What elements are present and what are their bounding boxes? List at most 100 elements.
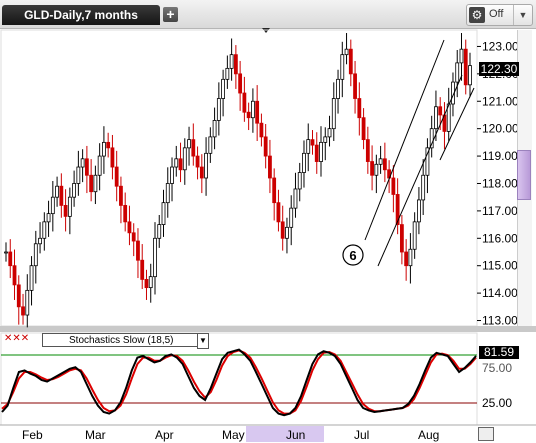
ohlc-bar xyxy=(268,139,272,194)
chart-tools-icon: ⚙ xyxy=(469,7,485,23)
ohlc-bar xyxy=(336,69,340,114)
collapse-arrow-icon[interactable] xyxy=(262,28,270,33)
ohlc-bar xyxy=(272,168,277,221)
channel-middle-line[interactable] xyxy=(377,74,463,267)
last-price-label: 122.30 xyxy=(479,62,519,76)
ohlc-bar xyxy=(302,140,306,188)
price-tick-label: 118.00 xyxy=(482,176,518,190)
ohlc-bar xyxy=(148,263,153,303)
ohlc-bar xyxy=(293,172,298,218)
channel-upper-line[interactable] xyxy=(364,39,445,241)
wave-label-circle[interactable] xyxy=(342,244,364,266)
ohlc-bar xyxy=(59,173,64,218)
stoch-k-line xyxy=(1,348,477,417)
ohlc-bar xyxy=(8,239,13,279)
ohlc-bar xyxy=(195,146,200,180)
price-tick-label: 117.00 xyxy=(482,204,518,218)
ohlc-bar xyxy=(140,244,145,289)
stoch-legend[interactable]: Stochastics Slow (18,5) ▼ ✕✕✕ xyxy=(4,333,209,349)
ohlc-bar xyxy=(276,189,281,232)
ohlc-bar xyxy=(323,127,328,161)
ohlc-bars xyxy=(4,33,472,328)
ohlc-bar xyxy=(16,275,21,325)
ohlc-bar xyxy=(89,159,94,202)
off-label: Off xyxy=(489,8,504,20)
chart-tab[interactable]: GLD-Daily,7 months xyxy=(2,5,160,25)
ohlc-bar xyxy=(425,138,430,194)
ohlc-bar xyxy=(208,127,213,163)
ohlc-bar xyxy=(374,154,379,194)
close-icon[interactable]: ✕✕✕ xyxy=(4,333,30,344)
ohlc-bar xyxy=(161,189,166,237)
ohlc-bar xyxy=(429,115,434,158)
ohlc-bar xyxy=(221,69,226,117)
stoch-tick-75: 75.00 xyxy=(482,361,512,375)
ohlc-bar xyxy=(361,108,366,150)
month-jul: Jul xyxy=(354,428,370,442)
ohlc-bar xyxy=(250,88,255,133)
month-jun: Jun xyxy=(286,428,306,442)
ohlc-bar xyxy=(199,154,204,194)
ohlc-bar xyxy=(123,192,128,232)
month-apr: Apr xyxy=(155,428,174,442)
ohlc-bar xyxy=(46,200,51,237)
ohlc-bar xyxy=(110,134,115,180)
ohlc-bar xyxy=(174,145,179,177)
ohlc-bar xyxy=(391,165,396,213)
ohlc-bar xyxy=(451,72,455,117)
ohlc-bar xyxy=(408,233,413,284)
month-may: May xyxy=(222,428,245,442)
channel-lower-line[interactable] xyxy=(439,87,475,161)
ohlc-bar xyxy=(353,60,357,114)
time-selection-highlight[interactable] xyxy=(246,426,324,442)
ohlc-bar xyxy=(365,126,370,174)
ohlc-bar xyxy=(106,132,111,158)
ohlc-bar xyxy=(434,90,438,141)
month-mar: Mar xyxy=(85,428,106,442)
chart-tools-toggle[interactable]: ⚙ Off ▼ xyxy=(466,4,533,26)
month-aug: Aug xyxy=(418,428,440,442)
ohlc-bar xyxy=(127,205,132,246)
ohlc-bar xyxy=(170,157,174,202)
gridlines xyxy=(477,45,481,322)
ohlc-bar xyxy=(238,60,243,111)
ohlc-bar xyxy=(259,113,264,147)
ohlc-bar xyxy=(331,82,336,141)
ohlc-bar xyxy=(12,249,17,300)
ohlc-bar xyxy=(289,195,294,246)
ohlc-bar xyxy=(459,33,464,81)
stoch-legend-dropdown[interactable]: ▼ xyxy=(197,333,209,349)
ohlc-bar xyxy=(21,293,25,325)
stoch-d-line xyxy=(1,349,477,415)
ohlc-bar xyxy=(340,41,345,98)
ohlc-bar xyxy=(55,176,59,207)
ohlc-bar xyxy=(33,230,38,284)
add-chart-button[interactable]: + xyxy=(163,7,178,22)
ohlc-bar xyxy=(165,167,170,218)
ohlc-bar xyxy=(157,215,162,248)
chart-toolbar: GLD-Daily,7 months + ⚙ Off ▼ xyxy=(0,0,536,29)
stoch-legend-label[interactable]: Stochastics Slow (18,5) xyxy=(42,333,200,347)
ohlc-bar xyxy=(327,115,332,147)
time-range-button[interactable] xyxy=(478,427,494,441)
ohlc-bar xyxy=(67,187,72,235)
panel-divider[interactable] xyxy=(0,326,536,332)
ohlc-bar xyxy=(246,102,251,131)
ohlc-bar xyxy=(446,87,451,141)
ohlc-bar xyxy=(29,256,34,306)
ohlc-bar xyxy=(80,149,85,183)
ohlc-bar xyxy=(263,124,268,169)
ohlc-bar xyxy=(280,205,285,251)
ohlc-bar xyxy=(233,45,238,89)
chevron-down-icon[interactable]: ▼ xyxy=(513,5,532,25)
ohlc-bar xyxy=(153,222,157,295)
ohlc-bar xyxy=(216,82,221,136)
price-tick-label: 116.00 xyxy=(482,231,518,245)
price-tick-label: 113.00 xyxy=(482,314,518,328)
price-tick-label: 114.00 xyxy=(482,286,518,300)
wave-label: 6 xyxy=(349,248,356,263)
ohlc-bar xyxy=(378,145,383,174)
price-scroll-thumb[interactable] xyxy=(517,150,531,200)
ohlc-bar xyxy=(417,187,421,235)
